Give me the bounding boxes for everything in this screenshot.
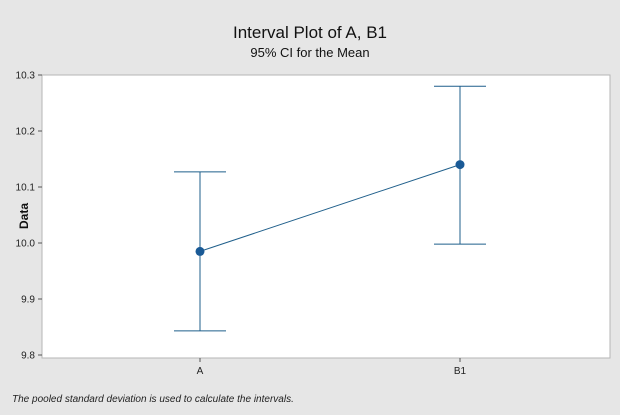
mean-point — [195, 246, 205, 256]
y-tick-label: 10.1 — [16, 183, 36, 194]
chart-subtitle: 95% CI for the Mean — [250, 45, 369, 60]
x-tick-label: A — [197, 366, 204, 377]
plot-area — [41, 74, 611, 359]
y-tick-label: 10.2 — [16, 127, 36, 138]
y-axis-label: Data — [17, 203, 31, 229]
mean-connect-line — [199, 164, 461, 252]
y-tick-label: 9.9 — [21, 295, 35, 306]
footnote: The pooled standard deviation is used to… — [12, 394, 294, 405]
chart-title: Interval Plot of A, B1 — [233, 23, 387, 42]
x-axis: A B1 — [197, 358, 467, 377]
mean-point — [455, 160, 465, 170]
y-axis: 9.8 9.9 10.0 10.1 10.2 10.3 — [16, 71, 42, 362]
y-tick-label: 9.8 — [21, 351, 35, 362]
series-layer — [174, 85, 486, 332]
y-tick-label: 10.3 — [16, 71, 36, 82]
y-tick-label: 10.0 — [16, 239, 36, 250]
x-tick-label: B1 — [454, 366, 467, 377]
